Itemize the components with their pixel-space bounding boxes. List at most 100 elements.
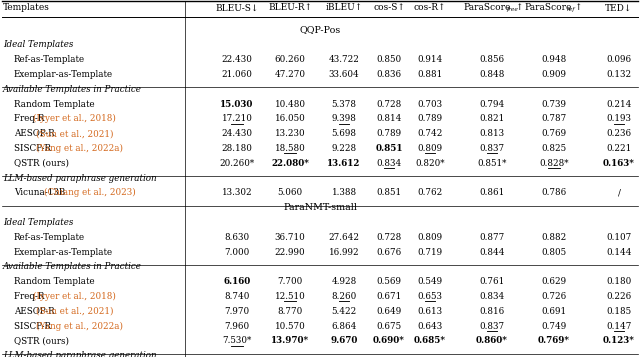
Text: cos-R↑: cos-R↑ [413,4,446,12]
Text: 7.970: 7.970 [225,307,250,316]
Text: 16.050: 16.050 [275,114,305,123]
Text: 28.180: 28.180 [221,144,252,153]
Text: 7.700: 7.700 [277,277,303,286]
Text: 0.185: 0.185 [607,307,632,316]
Text: (Yang et al., 2022a): (Yang et al., 2022a) [36,144,123,153]
Text: 18.580: 18.580 [275,144,305,153]
Text: 7.530*: 7.530* [222,336,252,345]
Text: 15.030: 15.030 [220,100,253,109]
Text: 0.851: 0.851 [375,144,403,153]
Text: 12.510: 12.510 [275,292,305,301]
Text: 0.569: 0.569 [376,277,401,286]
Text: 0.761: 0.761 [479,277,504,286]
Text: QSTR (ours): QSTR (ours) [14,159,69,168]
Text: 0.613: 0.613 [417,307,443,316]
Text: 0.914: 0.914 [417,55,443,64]
Text: 5.060: 5.060 [277,188,303,197]
Text: 0.882: 0.882 [541,233,566,242]
Text: 0.769: 0.769 [541,129,566,138]
Text: 5.378: 5.378 [332,100,356,109]
Text: 0.749: 0.749 [541,322,566,331]
Text: Random Template: Random Template [14,277,95,286]
Text: (Sun et al., 2021): (Sun et al., 2021) [36,307,113,316]
Text: SISCP-R: SISCP-R [14,144,54,153]
Text: 0.726: 0.726 [541,292,566,301]
Text: BLEU-R↑: BLEU-R↑ [268,4,312,12]
Text: Available Templates in Practice: Available Templates in Practice [3,85,142,94]
Text: 0.821: 0.821 [479,114,504,123]
Text: 8.260: 8.260 [332,292,356,301]
Text: 0.814: 0.814 [376,114,402,123]
Text: 0.848: 0.848 [479,70,505,79]
Text: 0.762: 0.762 [417,188,443,197]
Text: 0.226: 0.226 [606,292,632,301]
Text: 0.193: 0.193 [607,114,632,123]
Text: Exemplar-as-Template: Exemplar-as-Template [14,247,113,256]
Text: free: free [506,7,518,12]
Text: 1.388: 1.388 [332,188,356,197]
Text: 9.398: 9.398 [332,114,356,123]
Text: 0.163*: 0.163* [603,159,635,168]
Text: 0.820*: 0.820* [415,159,445,168]
Text: 0.096: 0.096 [607,55,632,64]
Text: 6.864: 6.864 [332,322,356,331]
Text: 10.570: 10.570 [275,322,305,331]
Text: 47.270: 47.270 [275,70,305,79]
Text: 0.691: 0.691 [541,307,566,316]
Text: Vicuna-13B: Vicuna-13B [14,188,68,197]
Text: 0.834: 0.834 [479,292,504,301]
Text: 0.676: 0.676 [376,247,402,256]
Text: 0.861: 0.861 [479,188,504,197]
Text: 0.805: 0.805 [541,247,566,256]
Text: 0.728: 0.728 [376,233,402,242]
Text: 0.728: 0.728 [376,100,402,109]
Text: 0.180: 0.180 [606,277,632,286]
Text: 9.228: 9.228 [332,144,356,153]
Text: 0.816: 0.816 [479,307,504,316]
Text: 43.722: 43.722 [328,55,360,64]
Text: 0.851*: 0.851* [477,159,507,168]
Text: 0.909: 0.909 [541,70,566,79]
Text: 0.739: 0.739 [541,100,566,109]
Text: 0.825: 0.825 [541,144,566,153]
Text: BLEU-S↓: BLEU-S↓ [215,4,259,12]
Text: 4.928: 4.928 [332,277,356,286]
Text: 0.629: 0.629 [541,277,566,286]
Text: 7.960: 7.960 [225,322,250,331]
Text: 0.809: 0.809 [417,233,443,242]
Text: AESOP-R: AESOP-R [14,307,58,316]
Text: cos-S↑: cos-S↑ [373,4,405,12]
Text: 0.690*: 0.690* [373,336,405,345]
Text: 0.742: 0.742 [417,129,443,138]
Text: 16.992: 16.992 [329,247,359,256]
Text: QSTR (ours): QSTR (ours) [14,336,69,345]
Text: 0.236: 0.236 [607,129,632,138]
Text: ParaScore: ParaScore [524,3,572,12]
Text: 0.144: 0.144 [606,247,632,256]
Text: 0.794: 0.794 [479,100,504,109]
Text: 0.649: 0.649 [376,307,402,316]
Text: SISCP-R: SISCP-R [14,322,54,331]
Text: Random Template: Random Template [14,100,95,109]
Text: 0.132: 0.132 [607,70,632,79]
Text: 17.210: 17.210 [221,114,252,123]
Text: (Yang et al., 2022a): (Yang et al., 2022a) [36,321,123,331]
Text: 21.060: 21.060 [221,70,252,79]
Text: 0.813: 0.813 [479,129,504,138]
Text: 0.549: 0.549 [417,277,443,286]
Text: Ref-as-Template: Ref-as-Template [14,233,85,242]
Text: 22.430: 22.430 [221,55,252,64]
Text: 0.214: 0.214 [606,100,632,109]
Text: (Chiang et al., 2023): (Chiang et al., 2023) [44,188,136,197]
Text: Ideal Templates: Ideal Templates [3,40,74,49]
Text: 0.850: 0.850 [376,55,401,64]
Text: Exemplar-as-Template: Exemplar-as-Template [14,70,113,79]
Text: LLM-based paraphrase generation: LLM-based paraphrase generation [3,174,157,182]
Text: 0.809: 0.809 [417,144,443,153]
Text: 22.080*: 22.080* [271,159,309,168]
Text: 8.770: 8.770 [277,307,303,316]
Text: 0.147: 0.147 [606,322,632,331]
Text: iBLEU↑: iBLEU↑ [325,4,363,12]
Text: 33.604: 33.604 [328,70,360,79]
Text: Freq-R: Freq-R [14,292,47,301]
